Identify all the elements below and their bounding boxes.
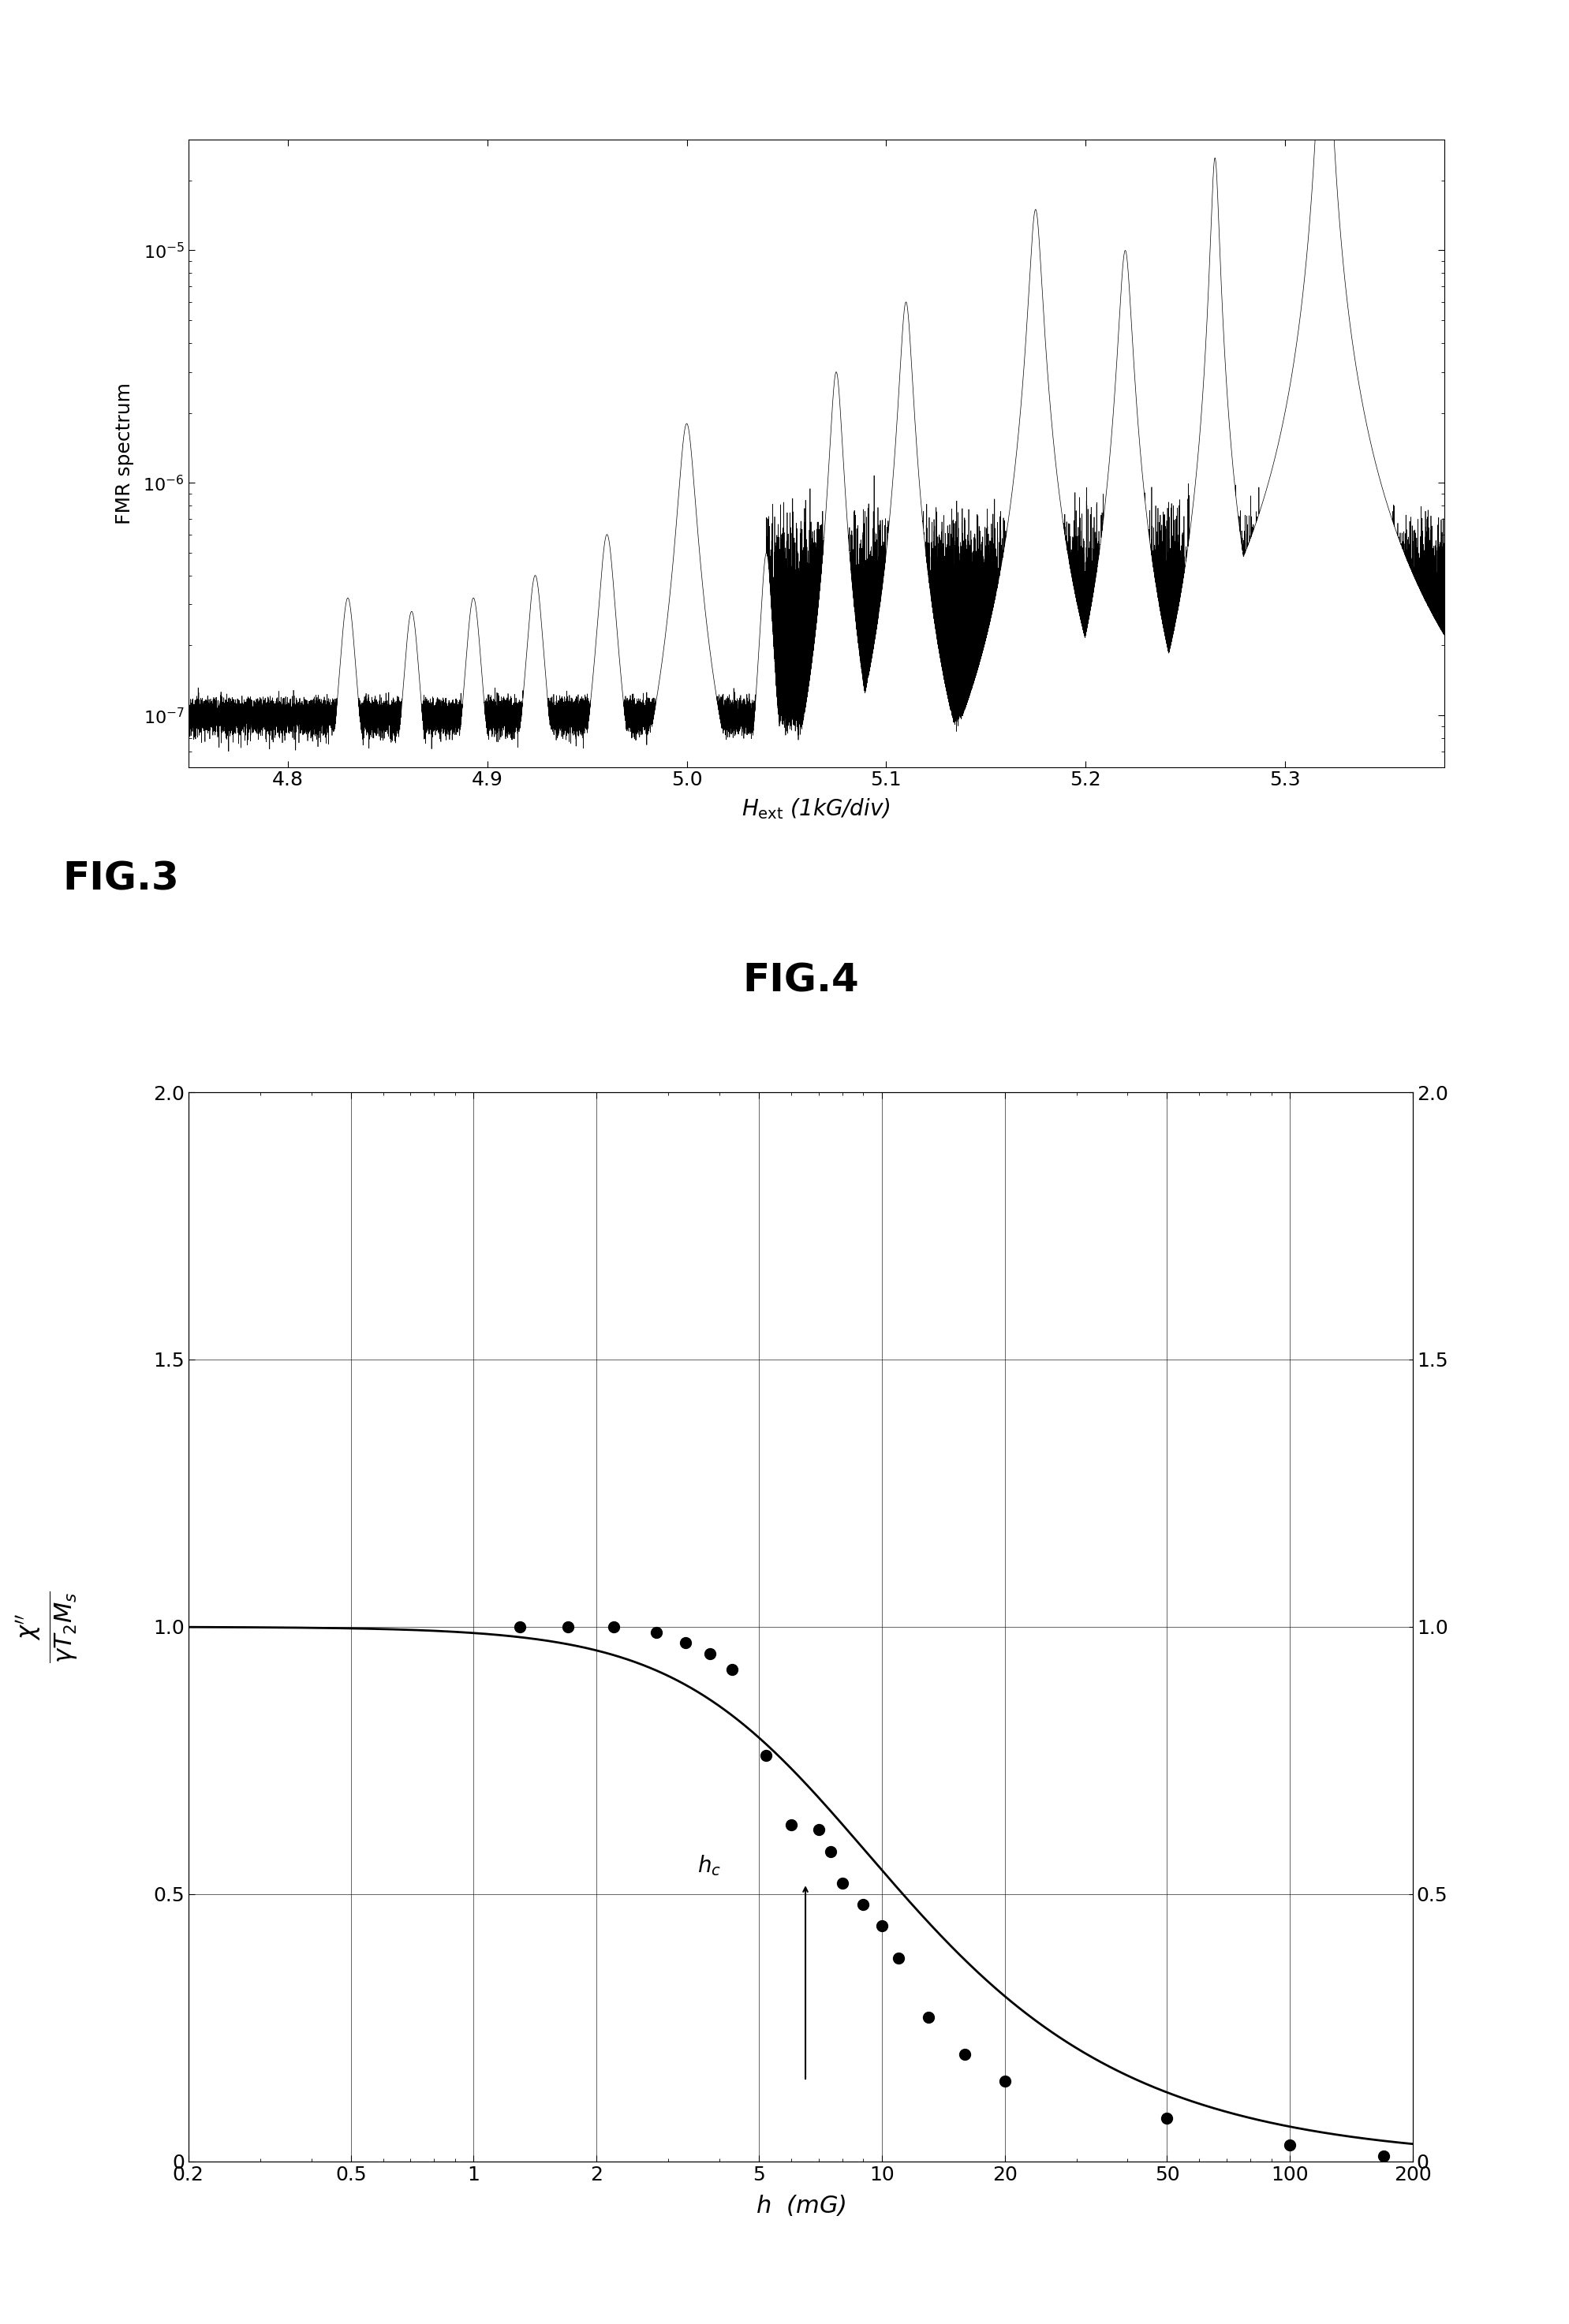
Text: $\chi''$
$\overline{\gamma T_2 M_s}$: $\chi''$ $\overline{\gamma T_2 M_s}$ [14, 1590, 80, 1664]
Text: FIG.3: FIG.3 [63, 860, 179, 897]
X-axis label: $H_{\mathrm{ext}}$ (1kG/div): $H_{\mathrm{ext}}$ (1kG/div) [742, 797, 890, 820]
Y-axis label: FMR spectrum: FMR spectrum [116, 381, 135, 525]
Text: FIG.4: FIG.4 [742, 962, 858, 999]
X-axis label: $h$  (mG): $h$ (mG) [755, 2194, 846, 2217]
Text: $h_c$: $h_c$ [697, 1855, 720, 1878]
